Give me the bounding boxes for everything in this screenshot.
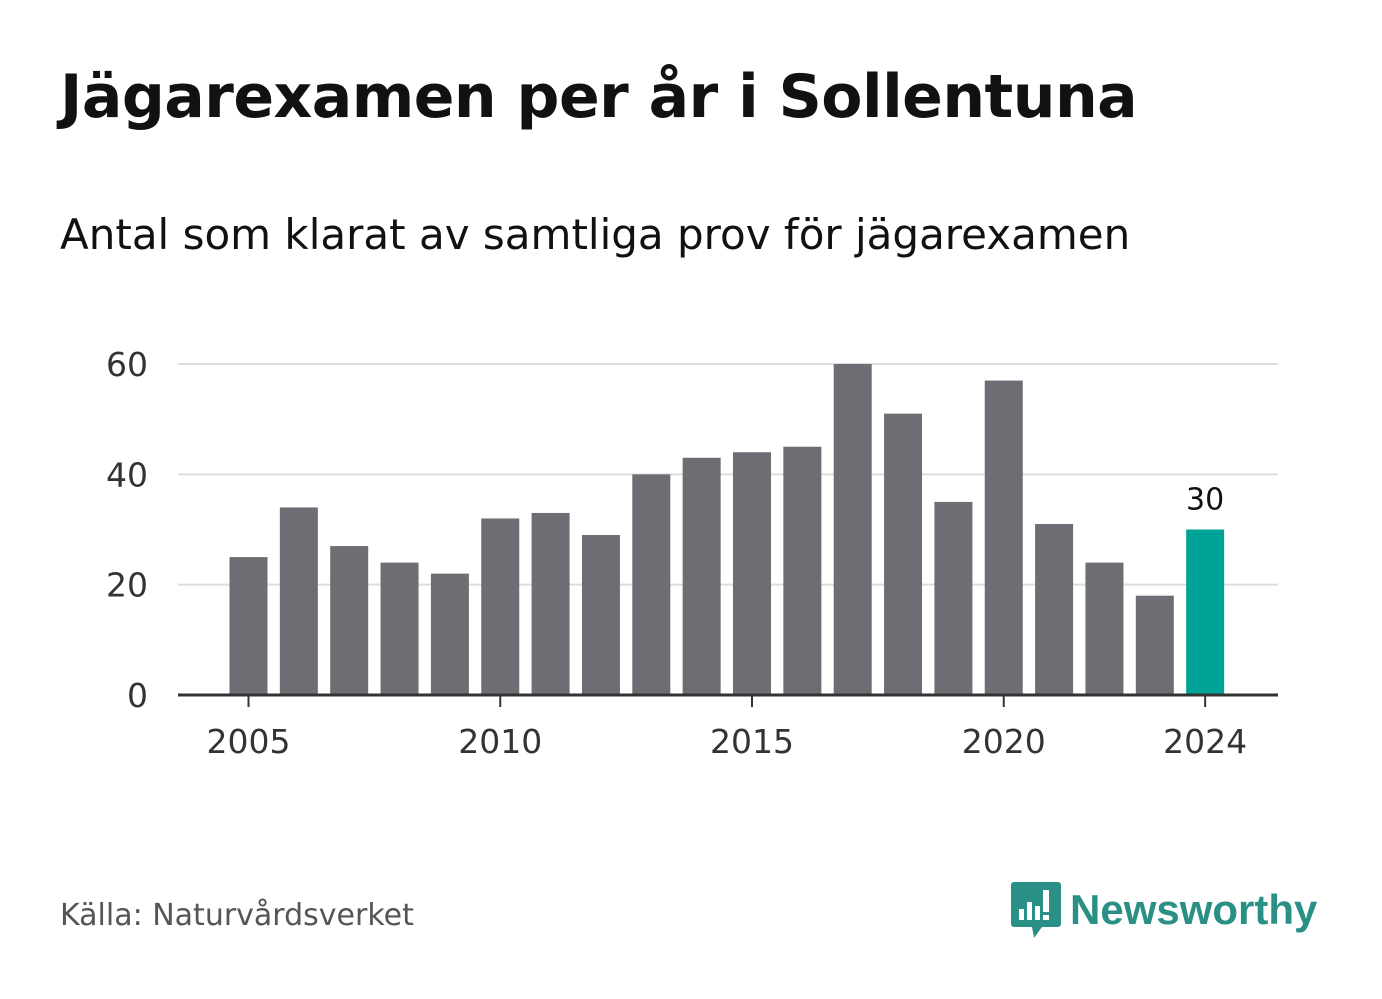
x-tick-label: 2020 [962,722,1046,761]
bar-2022 [1085,562,1124,695]
bar-2019 [934,501,973,695]
bar-2017 [833,364,872,695]
bar-chart: 0 20 40 60 2005 2010 2015 2020 2024 30 [106,345,1278,761]
bar-2020 [984,380,1023,695]
bar-2010 [481,518,520,695]
data-labels: 30 [1186,483,1224,518]
chart-subtitle: Antal som klarat av samtliga prov för jä… [60,210,1131,259]
bar-2009 [430,573,469,695]
x-tick-label: 2005 [207,722,291,761]
x-tick-label: 2024 [1163,722,1247,761]
bar-2013 [632,474,671,695]
bar-2005 [229,557,268,695]
x-tick-label: 2010 [458,722,542,761]
y-tick-label: 0 [127,676,148,715]
y-tick-label: 20 [106,566,148,605]
y-axis-ticks: 0 20 40 60 [106,345,148,715]
bar-2024 [1186,529,1225,695]
bars [229,364,1225,695]
chart-title: Jägarexamen per år i Sollentuna [60,62,1138,132]
x-axis-ticks: 2005 2010 2015 2020 2024 [207,695,1247,761]
bar-2012 [581,535,620,695]
x-tick-label: 2015 [710,722,794,761]
source-note: Källa: Naturvårdsverket [60,898,414,933]
y-tick-label: 60 [106,345,148,384]
brand-logo: Newsworthy [1010,878,1317,942]
bar-2016 [783,446,822,695]
bar-chart-speech-bubble-icon [1011,882,1061,938]
bar-2014 [682,457,721,695]
bar-2006 [279,507,318,695]
bar-2011 [531,512,570,695]
brand-name: Newsworthy [1070,886,1318,933]
bar-2008 [380,562,419,695]
bar-2021 [1035,523,1074,695]
data-label-2024: 30 [1186,483,1224,518]
bar-2023 [1135,595,1174,695]
bar-2018 [884,413,923,695]
bar-2015 [733,452,771,695]
bar-2007 [330,546,369,695]
y-tick-label: 40 [106,455,148,494]
